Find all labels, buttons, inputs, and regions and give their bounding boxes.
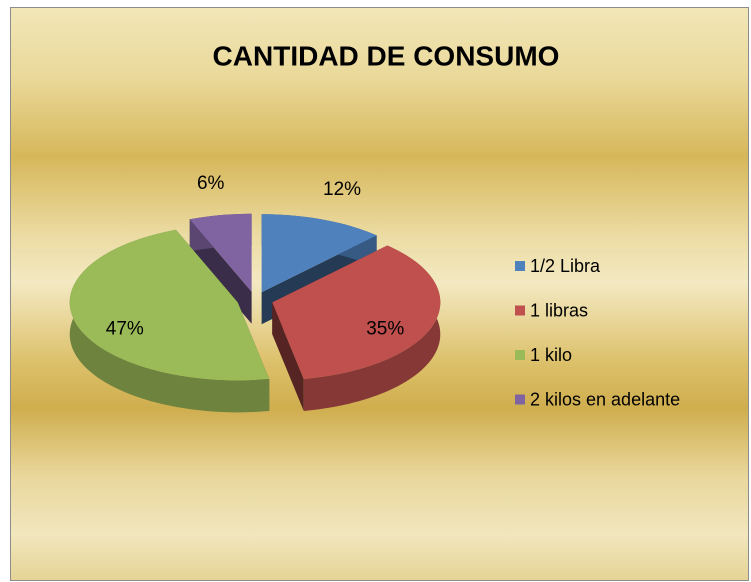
slice-top	[261, 214, 377, 293]
legend-label: 1/2 Libra	[530, 256, 601, 276]
legend-label: 2 kilos en adelante	[530, 389, 680, 409]
chart-title: CANTIDAD DE CONSUMO	[213, 40, 560, 71]
data-label: 35%	[366, 319, 404, 340]
pie-slice	[189, 213, 252, 324]
legend-swatch	[515, 261, 525, 271]
legend-swatch	[515, 350, 525, 360]
legend-swatch	[515, 305, 525, 316]
legend-swatch	[515, 394, 525, 405]
slice-top	[272, 245, 441, 379]
legend-label: 1 kilo	[530, 345, 572, 365]
slice-top	[189, 213, 252, 292]
data-label: 47%	[106, 319, 144, 340]
pie-slice	[69, 229, 270, 413]
data-label: 6%	[197, 173, 225, 194]
slice-top	[69, 229, 270, 381]
pie-slice	[272, 245, 441, 411]
data-label: 12%	[323, 179, 361, 200]
slice-wall	[272, 302, 304, 411]
legend-label: 1 libras	[530, 300, 588, 320]
